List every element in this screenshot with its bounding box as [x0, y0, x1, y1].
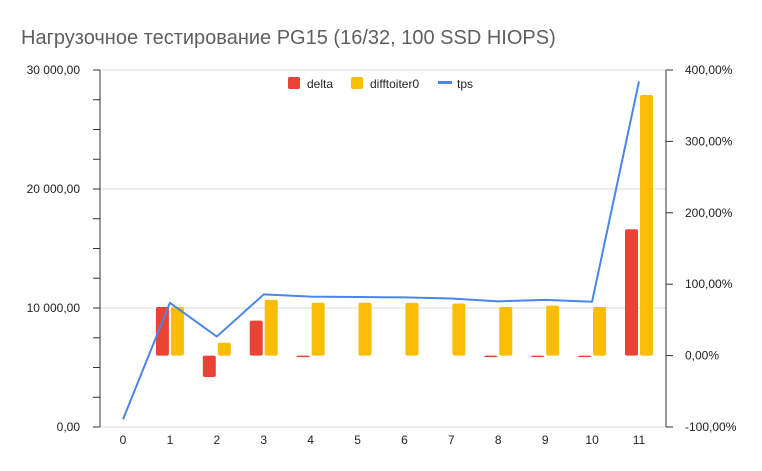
legend: delta difftoiter0 tps [288, 77, 473, 91]
right-tick-label: 200,00% [685, 206, 733, 220]
x-tick-label: 6 [401, 433, 408, 447]
x-tick-label: 5 [354, 433, 361, 447]
right-axis: -100,00% 0,00% 100,00% 200,00% 300,00% 400,00… [666, 63, 737, 434]
bar-delta-1 [155, 307, 169, 356]
legend-swatch-tps [438, 81, 452, 84]
bar-difftoiter0-10 [593, 307, 607, 356]
right-tick-label: 300,00% [685, 134, 733, 148]
bar-difftoiter0-9 [546, 305, 560, 356]
bar-delta-8 [484, 355, 498, 358]
bar-delta-3 [249, 320, 263, 356]
bar-delta-2 [202, 355, 216, 378]
legend-swatch-delta [288, 77, 300, 89]
legend-label-difftoiter0: difftoiter0 [370, 77, 419, 91]
legend-swatch-difftoiter0 [351, 77, 363, 89]
bar-difftoiter0-2 [217, 342, 231, 356]
right-tick-label: 100,00% [685, 277, 733, 291]
x-tick-label: 10 [585, 433, 599, 447]
x-tick-label: 8 [495, 433, 502, 447]
bar-difftoiter0-6 [405, 302, 419, 356]
legend-label-delta: delta [307, 77, 333, 91]
bar-difftoiter0-4 [311, 302, 325, 356]
left-tick-label: 0,00 [57, 420, 81, 434]
bar-difftoiter0-8 [499, 307, 513, 356]
x-tick-label: 3 [260, 433, 267, 447]
bar-difftoiter0-11 [640, 94, 653, 356]
legend-label-tps: tps [457, 77, 473, 91]
x-tick-label: 2 [213, 433, 220, 447]
bar-delta-9 [531, 355, 545, 358]
bar-difftoiter0-1 [170, 307, 184, 356]
right-tick-label: 400,00% [685, 63, 733, 77]
x-tick-label: 11 [633, 433, 646, 447]
x-tick-label: 9 [542, 433, 549, 447]
bar-delta-4 [296, 355, 310, 358]
bar-delta-11 [625, 229, 638, 356]
line-tps [122, 81, 640, 420]
x-tick-label: 7 [448, 433, 455, 447]
x-tick-label: 0 [120, 433, 127, 447]
x-tick-label: 4 [307, 433, 314, 447]
bar-difftoiter0-5 [358, 302, 372, 356]
chart-title: Нагрузочное тестирование PG15 (16/32, 10… [21, 27, 556, 49]
left-tick-label: 10 000,00 [27, 301, 81, 315]
bar-difftoiter0-3 [264, 299, 278, 356]
bar-difftoiter0-7 [452, 303, 466, 356]
line-series [122, 81, 640, 420]
left-tick-label: 20 000,00 [27, 182, 81, 196]
x-axis: 0 1 2 3 4 5 6 7 8 9 10 11 [120, 433, 646, 447]
left-tick-label: 30 000,00 [27, 63, 81, 77]
bar-delta-10 [578, 355, 592, 358]
bar-series [155, 94, 653, 378]
left-axis: 0,00 10 000,00 20 000,00 30 000,00 [27, 63, 100, 434]
right-tick-label: -100,00% [685, 420, 737, 434]
x-tick-label: 1 [167, 433, 174, 447]
gridlines [99, 69, 667, 428]
right-tick-label: 0,00% [685, 349, 719, 363]
